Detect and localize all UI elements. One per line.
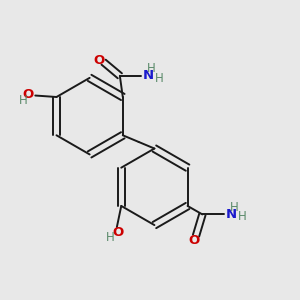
Text: H: H: [106, 231, 115, 244]
Text: H: H: [19, 94, 27, 107]
Text: N: N: [143, 69, 154, 82]
Text: O: O: [188, 233, 199, 247]
Text: O: O: [93, 54, 104, 67]
Text: N: N: [225, 208, 236, 221]
Text: H: H: [147, 62, 156, 75]
Text: H: H: [155, 72, 164, 85]
Text: O: O: [113, 226, 124, 239]
Text: H: H: [230, 201, 239, 214]
Text: O: O: [23, 88, 34, 101]
Text: H: H: [238, 210, 247, 223]
